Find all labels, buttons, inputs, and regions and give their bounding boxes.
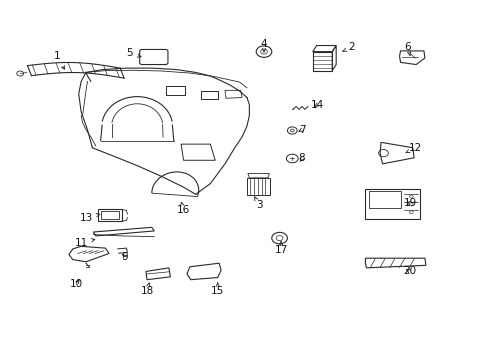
Text: 3: 3 (254, 197, 262, 210)
Text: 15: 15 (211, 283, 224, 296)
Text: 4: 4 (260, 39, 267, 52)
Text: 2: 2 (342, 42, 354, 52)
Text: 20: 20 (403, 266, 416, 276)
Text: 7: 7 (298, 125, 305, 135)
Text: 13: 13 (79, 213, 100, 222)
Text: 19: 19 (403, 198, 416, 208)
Text: 18: 18 (140, 283, 153, 296)
Text: 9: 9 (122, 252, 128, 262)
Text: 10: 10 (70, 279, 82, 289)
Text: 6: 6 (404, 42, 410, 55)
Text: 12: 12 (405, 143, 421, 153)
Text: 5: 5 (126, 48, 141, 58)
Text: 16: 16 (177, 202, 190, 216)
Text: 11: 11 (74, 238, 95, 248)
Text: 1: 1 (53, 51, 64, 69)
Text: 17: 17 (274, 242, 287, 255)
Text: 14: 14 (310, 100, 324, 110)
Text: 8: 8 (298, 153, 305, 163)
